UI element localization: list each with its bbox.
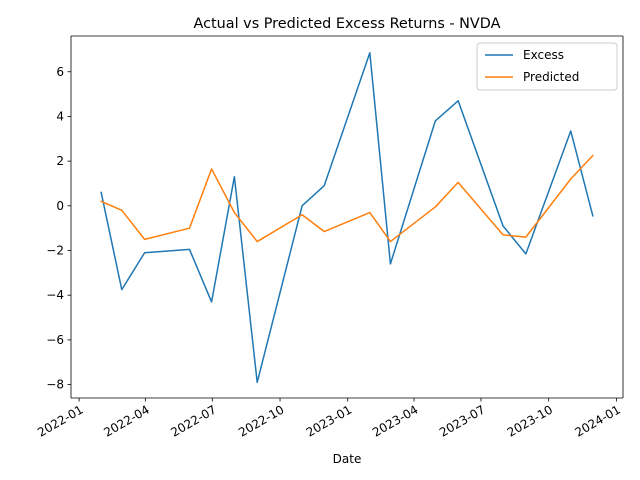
y-tick-label: −6 xyxy=(46,333,64,347)
legend: Excess Predicted xyxy=(476,42,618,91)
y-tick-label: −8 xyxy=(46,378,64,392)
legend-label-excess: Excess xyxy=(523,48,564,62)
y-tick-label: 4 xyxy=(56,109,64,123)
y-tick-label: −4 xyxy=(46,288,64,302)
y-tick-label: 6 xyxy=(56,65,64,79)
chart-title: Actual vs Predicted Excess Returns - NVD… xyxy=(194,16,501,32)
y-tick-label: 0 xyxy=(56,199,64,213)
y-tick-label: 2 xyxy=(56,154,64,168)
series-line-predicted xyxy=(100,154,594,243)
x-axis-label: Date xyxy=(333,452,362,466)
y-tick-label: −2 xyxy=(46,244,64,258)
legend-label-predicted: Predicted xyxy=(523,70,579,84)
